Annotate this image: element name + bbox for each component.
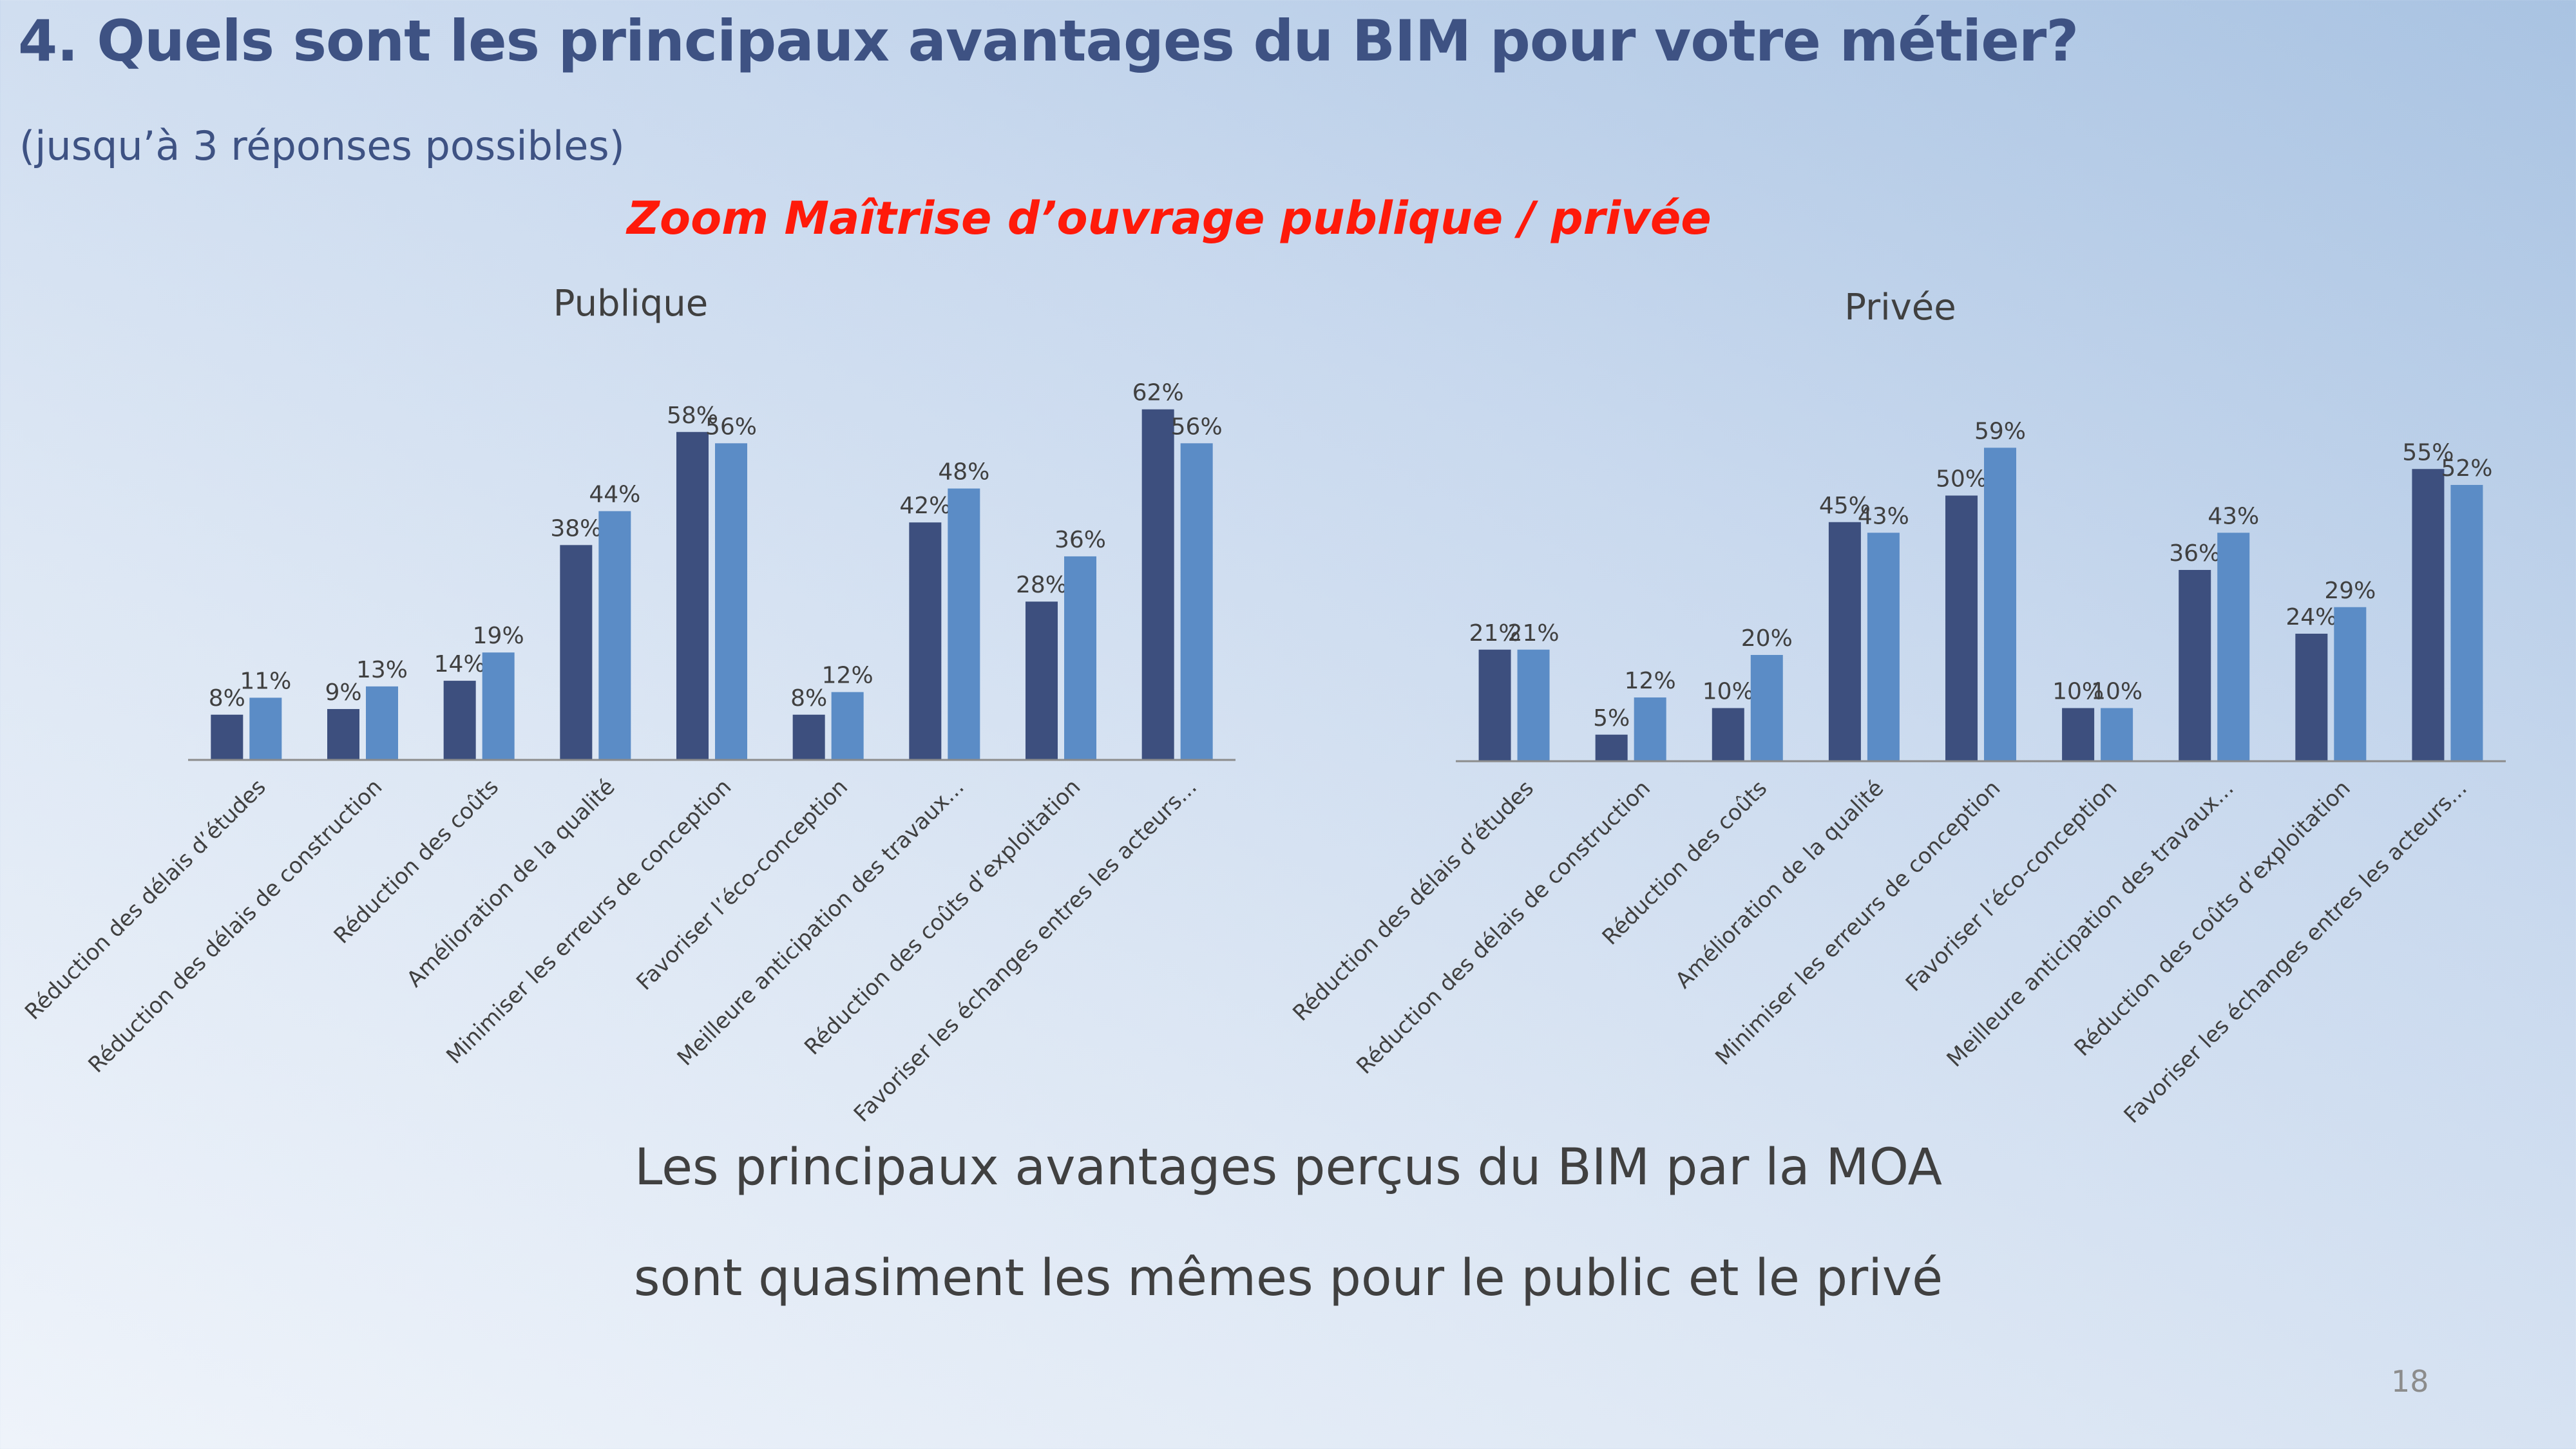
bar-publique-s2-4 (715, 443, 747, 760)
chart-title-publique: Publique (553, 283, 708, 325)
bar-publique-s1-3 (560, 545, 593, 760)
bar-publique-s2-0 (249, 697, 282, 760)
data-label-privee-s2-8: 52% (2441, 455, 2492, 482)
bar-publique-s2-2 (482, 652, 515, 760)
data-label-publique-s1-5: 8% (790, 685, 827, 712)
data-label-privee-s2-4: 59% (1974, 418, 2026, 444)
data-label-privee-s2-1: 12% (1625, 668, 1676, 694)
bar-privee-s1-1 (1595, 734, 1628, 761)
data-label-privee-s2-3: 43% (1858, 503, 1909, 529)
slide-subtitle: (jusqu’à 3 réponses possibles) (19, 122, 625, 169)
data-label-publique-s2-8: 56% (1171, 413, 1223, 440)
bar-privee-s2-8 (2450, 485, 2483, 761)
data-label-publique-s1-6: 42% (899, 493, 951, 519)
bar-privee-s1-4 (1945, 495, 1978, 761)
bar-privee-s2-3 (1867, 533, 1900, 761)
bar-privee-s1-6 (2179, 570, 2211, 761)
bar-privee-s2-2 (1750, 655, 1783, 761)
bar-privee-s1-7 (2295, 634, 2328, 761)
data-label-publique-s2-7: 36% (1054, 527, 1106, 553)
chart-title-privee: Privée (1844, 287, 1956, 328)
bar-publique-s2-8 (1180, 443, 1213, 760)
data-label-publique-s1-0: 8% (209, 685, 245, 712)
data-label-publique-s1-3: 38% (550, 515, 602, 542)
data-label-privee-s2-6: 43% (2208, 503, 2259, 529)
data-label-publique-s2-2: 19% (473, 623, 524, 649)
bar-publique-s1-0 (211, 714, 243, 760)
slide-title: 4. Quels sont les principaux avantages d… (18, 8, 2079, 74)
data-label-privee-s2-0: 21% (1508, 620, 1560, 647)
bar-privee-s1-0 (1478, 649, 1511, 761)
data-label-privee-s2-5: 10% (2091, 679, 2142, 705)
data-label-privee-s1-6: 36% (2169, 540, 2220, 567)
bar-publique-s1-7 (1026, 601, 1058, 760)
bar-privee-s1-3 (1828, 522, 1861, 761)
bar-publique-s1-4 (676, 431, 709, 760)
data-label-publique-s1-7: 28% (1016, 572, 1067, 598)
data-label-publique-s1-4: 58% (667, 402, 718, 429)
data-label-privee-s1-5: 10% (2052, 679, 2104, 705)
bar-publique-s2-7 (1064, 556, 1096, 760)
data-label-publique-s2-5: 12% (822, 663, 873, 689)
bar-privee-s2-1 (1634, 697, 1666, 761)
conclusion-line-2: sont quasiment les mêmes pour le public … (633, 1249, 1943, 1307)
bar-privee-s2-5 (2101, 708, 2133, 761)
bar-publique-s2-6 (948, 488, 980, 760)
data-label-privee-s1-0: 21% (1469, 620, 1521, 647)
bar-publique-s1-2 (443, 681, 476, 760)
data-label-publique-s1-2: 14% (434, 651, 486, 677)
bar-privee-s2-0 (1517, 649, 1550, 761)
bar-publique-s1-8 (1141, 409, 1174, 760)
bar-privee-s1-5 (2062, 708, 2095, 761)
data-label-privee-s1-7: 24% (2285, 604, 2337, 630)
data-label-privee-s1-4: 50% (1936, 466, 1987, 493)
bar-publique-s2-5 (831, 692, 864, 760)
bar-publique-s2-3 (598, 511, 631, 760)
data-label-publique-s2-6: 48% (938, 459, 989, 486)
bar-publique-s1-6 (909, 522, 942, 760)
zoom-heading: Zoom Maîtrise d’ouvrage publique / privé… (627, 192, 1712, 245)
data-label-publique-s2-4: 56% (705, 413, 757, 440)
data-label-privee-s2-2: 20% (1741, 625, 1793, 652)
bar-privee-s2-4 (1984, 448, 2016, 761)
data-label-publique-s1-8: 62% (1132, 380, 1184, 406)
bar-publique-s1-5 (792, 714, 825, 760)
data-label-privee-s1-1: 5% (1593, 705, 1630, 732)
data-label-privee-s1-2: 10% (1703, 679, 1754, 705)
conclusion-line-1: Les principaux avantages perçus du BIM p… (634, 1139, 1943, 1197)
bar-privee-s1-8 (2412, 469, 2445, 761)
bar-privee-s1-2 (1712, 708, 1744, 761)
bar-privee-s2-7 (2334, 607, 2367, 761)
bar-privee-s2-6 (2217, 533, 2250, 761)
category-label-privee-0: Réduction des délais d’études (1288, 775, 1539, 1027)
data-label-publique-s1-1: 9% (325, 679, 361, 706)
page-number: 18 (2391, 1364, 2429, 1399)
category-label-privee-5: Favoriser l’éco-conception (1901, 775, 2123, 997)
data-label-publique-s2-3: 44% (589, 482, 640, 508)
data-label-publique-s2-0: 11% (240, 668, 291, 694)
bar-publique-s2-1 (366, 686, 398, 760)
data-label-privee-s1-3: 45% (1819, 493, 1871, 519)
data-label-privee-s2-7: 29% (2324, 578, 2376, 604)
category-label-privee-3: Amélioration de la qualité (1670, 775, 1889, 994)
data-label-publique-s2-1: 13% (356, 657, 408, 683)
bar-publique-s1-1 (327, 708, 359, 760)
data-label-privee-s1-8: 55% (2402, 439, 2454, 466)
